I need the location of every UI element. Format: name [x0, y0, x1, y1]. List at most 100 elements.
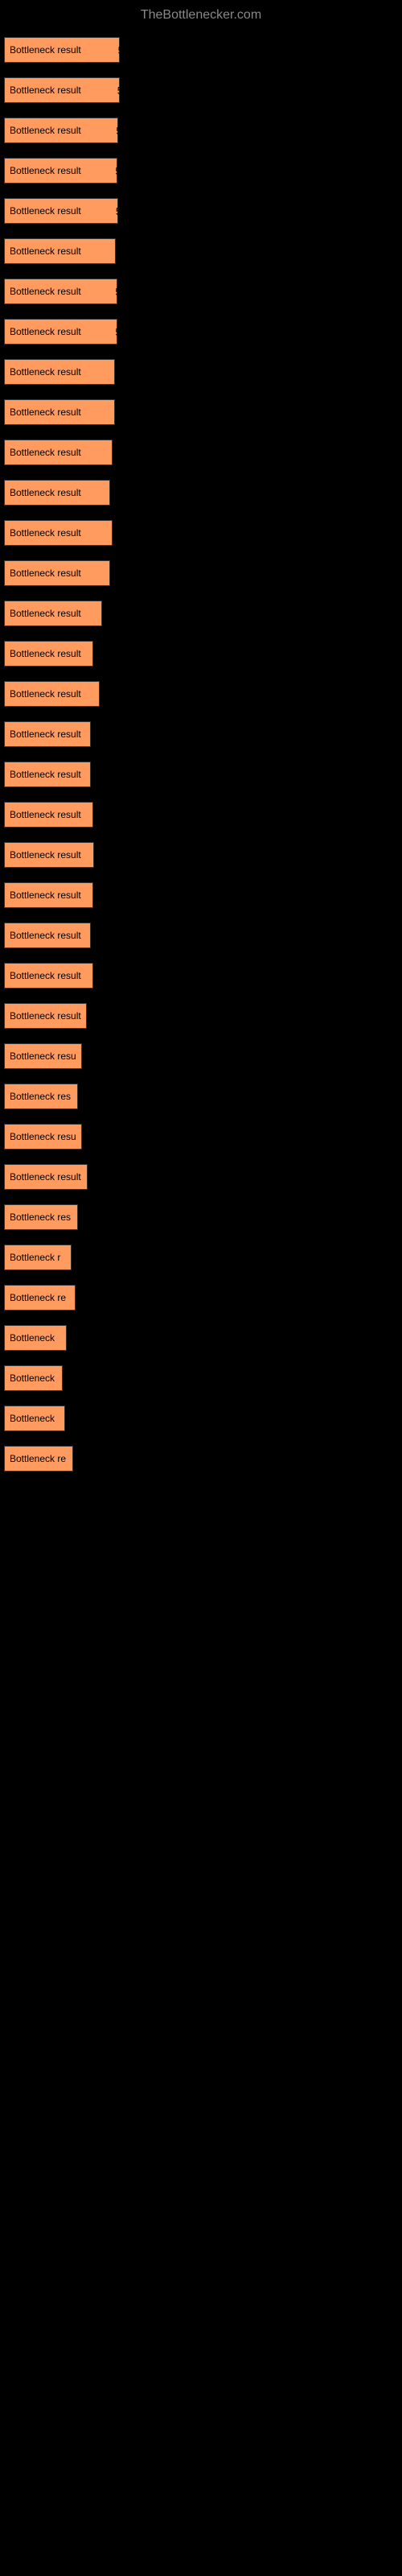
bar-wrapper: Bottleneck	[4, 1325, 398, 1351]
bar-group: Bottleneck result52.3%	[4, 316, 398, 345]
bar-group: Bottleneck result	[4, 920, 398, 948]
bar-group: Bottleneck res	[4, 1202, 398, 1230]
bar-group: Bottleneck result	[4, 719, 398, 747]
bar: Bottleneck re	[4, 1285, 76, 1311]
bar-wrapper: Bottleneck result	[4, 601, 398, 626]
bar-inner-label: Bottleneck r	[10, 1252, 60, 1263]
bar-group: Bottleneck result	[4, 598, 398, 626]
bar-wrapper: Bottleneck result	[4, 762, 398, 787]
bar-inner-label: Bottleneck result	[10, 85, 81, 96]
bar-group: Bottleneck result 50	[4, 437, 398, 465]
bar-inner-label: Bottleneck result	[10, 246, 81, 257]
bar-value: 53.2%	[117, 85, 147, 97]
bar-inner-label: Bottleneck res	[10, 1212, 71, 1223]
bar-wrapper: Bottleneck result52.5%	[4, 198, 398, 224]
bar: Bottleneck result52.3%	[4, 279, 117, 304]
bar-group: Bottleneck result49	[4, 558, 398, 586]
bar-value: 53.5%	[118, 44, 148, 56]
bar: Bottleneck result49	[4, 480, 110, 506]
bar-wrapper: Bottleneck result	[4, 882, 398, 908]
bar-value: 52.3%	[115, 286, 145, 298]
bar-inner-label: Bottleneck result	[10, 487, 81, 498]
bar-wrapper: Bottleneck result	[4, 681, 398, 707]
bar: Bottleneck result	[4, 681, 100, 707]
bar-value: 50	[129, 447, 140, 459]
bar-group: Bottleneck result	[4, 799, 398, 828]
bar-group: Bottleneck	[4, 1323, 398, 1351]
bar-inner-label: Bottleneck resu	[10, 1131, 76, 1142]
bar-wrapper: Bottleneck result 51.	[4, 399, 398, 425]
bar-wrapper: Bottleneck result52.3%	[4, 319, 398, 345]
bar: Bottleneck result49	[4, 560, 110, 586]
bar-wrapper: Bottleneck result51.	[4, 359, 398, 385]
bar-group: Bottleneck result 53.5%	[4, 35, 398, 63]
bar-wrapper: Bottleneck resu	[4, 1124, 398, 1150]
bar-wrapper: Bottleneck result	[4, 923, 398, 948]
bar-wrapper: Bottleneck result49	[4, 560, 398, 586]
bar-group: Bottleneck result 53.2%	[4, 75, 398, 103]
bar-inner-label: Bottleneck result	[10, 326, 81, 337]
bar-inner-label: Bottleneck result	[10, 769, 81, 780]
bar-inner-label: Bottleneck	[10, 1373, 55, 1384]
bar-wrapper: Bottleneck result 53.5%	[4, 37, 398, 63]
bar-group: Bottleneck result	[4, 679, 398, 707]
bar-inner-label: Bottleneck	[10, 1332, 55, 1344]
bar-inner-label: Bottleneck result	[10, 447, 81, 458]
bar-inner-label: Bottleneck result	[10, 1010, 81, 1022]
bar-inner-label: Bottleneck result	[10, 407, 81, 418]
bar: Bottleneck res	[4, 1204, 78, 1230]
bar-wrapper: Bottleneck result 53.2%	[4, 77, 398, 103]
bar-wrapper: Bottleneck resu	[4, 1043, 398, 1069]
bar: Bottleneck result	[4, 1003, 87, 1029]
bar-group: Bottleneck re	[4, 1443, 398, 1472]
bar-inner-label: Bottleneck result	[10, 205, 81, 217]
bar-inner-label: Bottleneck result	[10, 1171, 81, 1183]
bar-group: Bottleneck re	[4, 1282, 398, 1311]
bar-inner-label: Bottleneck result	[10, 849, 81, 861]
bar-wrapper: Bottleneck result 50	[4, 440, 398, 465]
bar-value: 50	[129, 527, 140, 539]
bar: Bottleneck result	[4, 601, 102, 626]
bar: Bottleneck result50	[4, 520, 113, 546]
bar-inner-label: Bottleneck result	[10, 44, 81, 56]
bar-group: Bottleneck resu	[4, 1041, 398, 1069]
bar-value: 51.	[128, 407, 142, 419]
bar: Bottleneck result	[4, 721, 91, 747]
bar-group: Bottleneck resu	[4, 1121, 398, 1150]
bar-wrapper: Bottleneck res	[4, 1204, 398, 1230]
bar-inner-label: Bottleneck result	[10, 165, 81, 176]
bar: Bottleneck r	[4, 1245, 72, 1270]
bar-inner-label: Bottleneck result	[10, 568, 81, 579]
bar-wrapper: Bottleneck result52.3%	[4, 158, 398, 184]
bar-inner-label: Bottleneck result	[10, 809, 81, 820]
bar-group: Bottleneck result52.3%	[4, 276, 398, 304]
bar-wrapper: Bottleneck result	[4, 721, 398, 747]
bar: Bottleneck result51.	[4, 238, 116, 264]
bar-wrapper: Bottleneck result	[4, 1164, 398, 1190]
bar-inner-label: Bottleneck result	[10, 527, 81, 539]
bar: Bottleneck result52.3%	[4, 319, 117, 345]
bar-group: Bottleneck	[4, 1363, 398, 1391]
bar: Bottleneck result	[4, 842, 94, 868]
bar-inner-label: Bottleneck res	[10, 1091, 71, 1102]
bar-inner-label: Bottleneck result	[10, 729, 81, 740]
bar-inner-label: Bottleneck result	[10, 125, 81, 136]
bar: Bottleneck result	[4, 963, 93, 989]
bar-group: Bottleneck result	[4, 840, 398, 868]
bar: Bottleneck result	[4, 923, 91, 948]
bar: Bottleneck result51.	[4, 359, 115, 385]
bar-wrapper: Bottleneck result	[4, 1003, 398, 1029]
bar-inner-label: Bottleneck re	[10, 1292, 66, 1303]
bar-group: Bottleneck res	[4, 1081, 398, 1109]
bar-group: Bottleneck r	[4, 1242, 398, 1270]
bar-value: 52.7%	[116, 125, 146, 137]
bar-inner-label: Bottleneck re	[10, 1453, 66, 1464]
bar-inner-label: Bottleneck result	[10, 970, 81, 981]
bar-wrapper: Bottleneck re	[4, 1446, 398, 1472]
bar: Bottleneck result53.5%	[4, 37, 120, 63]
bar-value: 49	[126, 487, 137, 499]
bar-group: Bottleneck result 50	[4, 518, 398, 546]
bar-group: Bottleneck result52.3%	[4, 155, 398, 184]
bar-wrapper: Bottleneck result 52.7%	[4, 118, 398, 143]
bar-wrapper: Bottleneck	[4, 1406, 398, 1431]
